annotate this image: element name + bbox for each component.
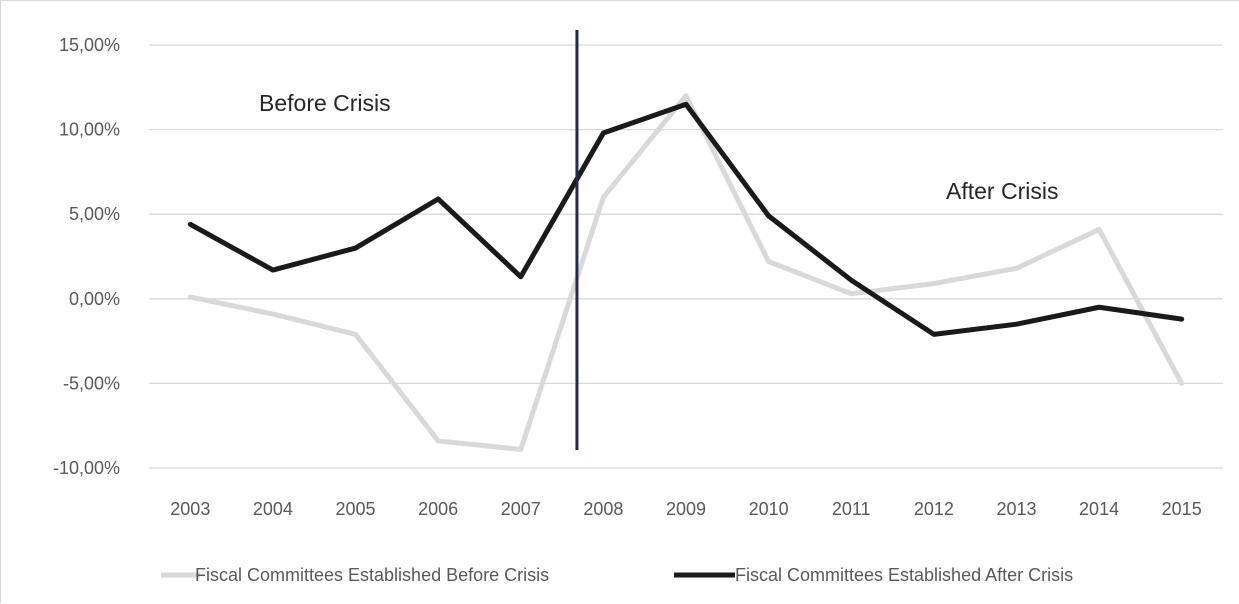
x-tick-label: 2007 (501, 499, 541, 519)
legend-item-before-crisis: Fiscal Committees Established Before Cri… (161, 565, 549, 585)
x-tick-label: 2003 (170, 499, 210, 519)
x-tick-label: 2011 (832, 499, 871, 519)
x-tick-label: 2015 (1162, 499, 1202, 519)
y-axis-tick-labels: 15,00% 10,00% 5,00% 0,00% -5,00% -10,00% (53, 35, 120, 478)
data-point (684, 93, 689, 98)
y-tick-label: -10,00% (53, 458, 120, 478)
legend-label-after-crisis: Fiscal Committees Established After Cris… (735, 565, 1073, 585)
x-tick-label: 2005 (336, 499, 376, 519)
legend-item-after-crisis: Fiscal Committees Established After Cris… (674, 565, 1073, 585)
y-tick-label: -5,00% (63, 373, 120, 393)
data-point (1179, 317, 1184, 322)
data-point (353, 332, 358, 337)
gridlines (149, 44, 1223, 469)
data-point (518, 447, 523, 452)
legend-label-before-crisis: Fiscal Committees Established Before Cri… (195, 565, 549, 585)
x-tick-label: 2004 (253, 499, 293, 519)
data-point (931, 332, 936, 337)
data-point (849, 291, 854, 296)
data-point (270, 268, 275, 273)
data-point (766, 259, 771, 264)
data-point (766, 213, 771, 218)
data-point (1014, 322, 1019, 327)
data-point (270, 312, 275, 317)
data-point (1097, 305, 1102, 310)
data-point (931, 281, 936, 286)
x-tick-label: 2012 (914, 499, 954, 519)
data-point (188, 222, 193, 227)
data-point (1097, 227, 1102, 232)
data-point (1179, 381, 1184, 386)
data-point (849, 278, 854, 283)
data-point (601, 130, 606, 135)
data-point (1014, 266, 1019, 271)
legend: Fiscal Committees Established Before Cri… (161, 565, 1073, 585)
data-point (684, 102, 689, 107)
series-layer (187, 93, 1185, 452)
data-point (188, 295, 193, 300)
annotation-after-crisis: After Crisis (946, 178, 1058, 204)
x-tick-label: 2008 (583, 499, 623, 519)
data-point (436, 196, 441, 201)
series-line-before-crisis (187, 93, 1185, 452)
x-tick-label: 2014 (1079, 499, 1119, 519)
data-point (601, 195, 606, 200)
series-line-after-crisis (187, 101, 1185, 337)
data-point (353, 246, 358, 251)
data-point (518, 274, 523, 279)
x-axis-tick-labels: 2003 2004 2005 2006 2007 2008 2009 2010 2011 2012… (170, 499, 1201, 519)
annotation-before-crisis: Before Crisis (259, 90, 391, 116)
y-tick-label: 10,00% (59, 120, 120, 140)
x-tick-label: 2009 (666, 499, 706, 519)
y-tick-label: 5,00% (69, 204, 120, 224)
x-tick-label: 2010 (749, 499, 789, 519)
y-tick-label: 15,00% (59, 35, 120, 55)
x-tick-label: 2006 (418, 499, 458, 519)
y-tick-label: 0,00% (69, 289, 120, 309)
x-tick-label: 2013 (996, 499, 1036, 519)
data-point (436, 438, 441, 443)
